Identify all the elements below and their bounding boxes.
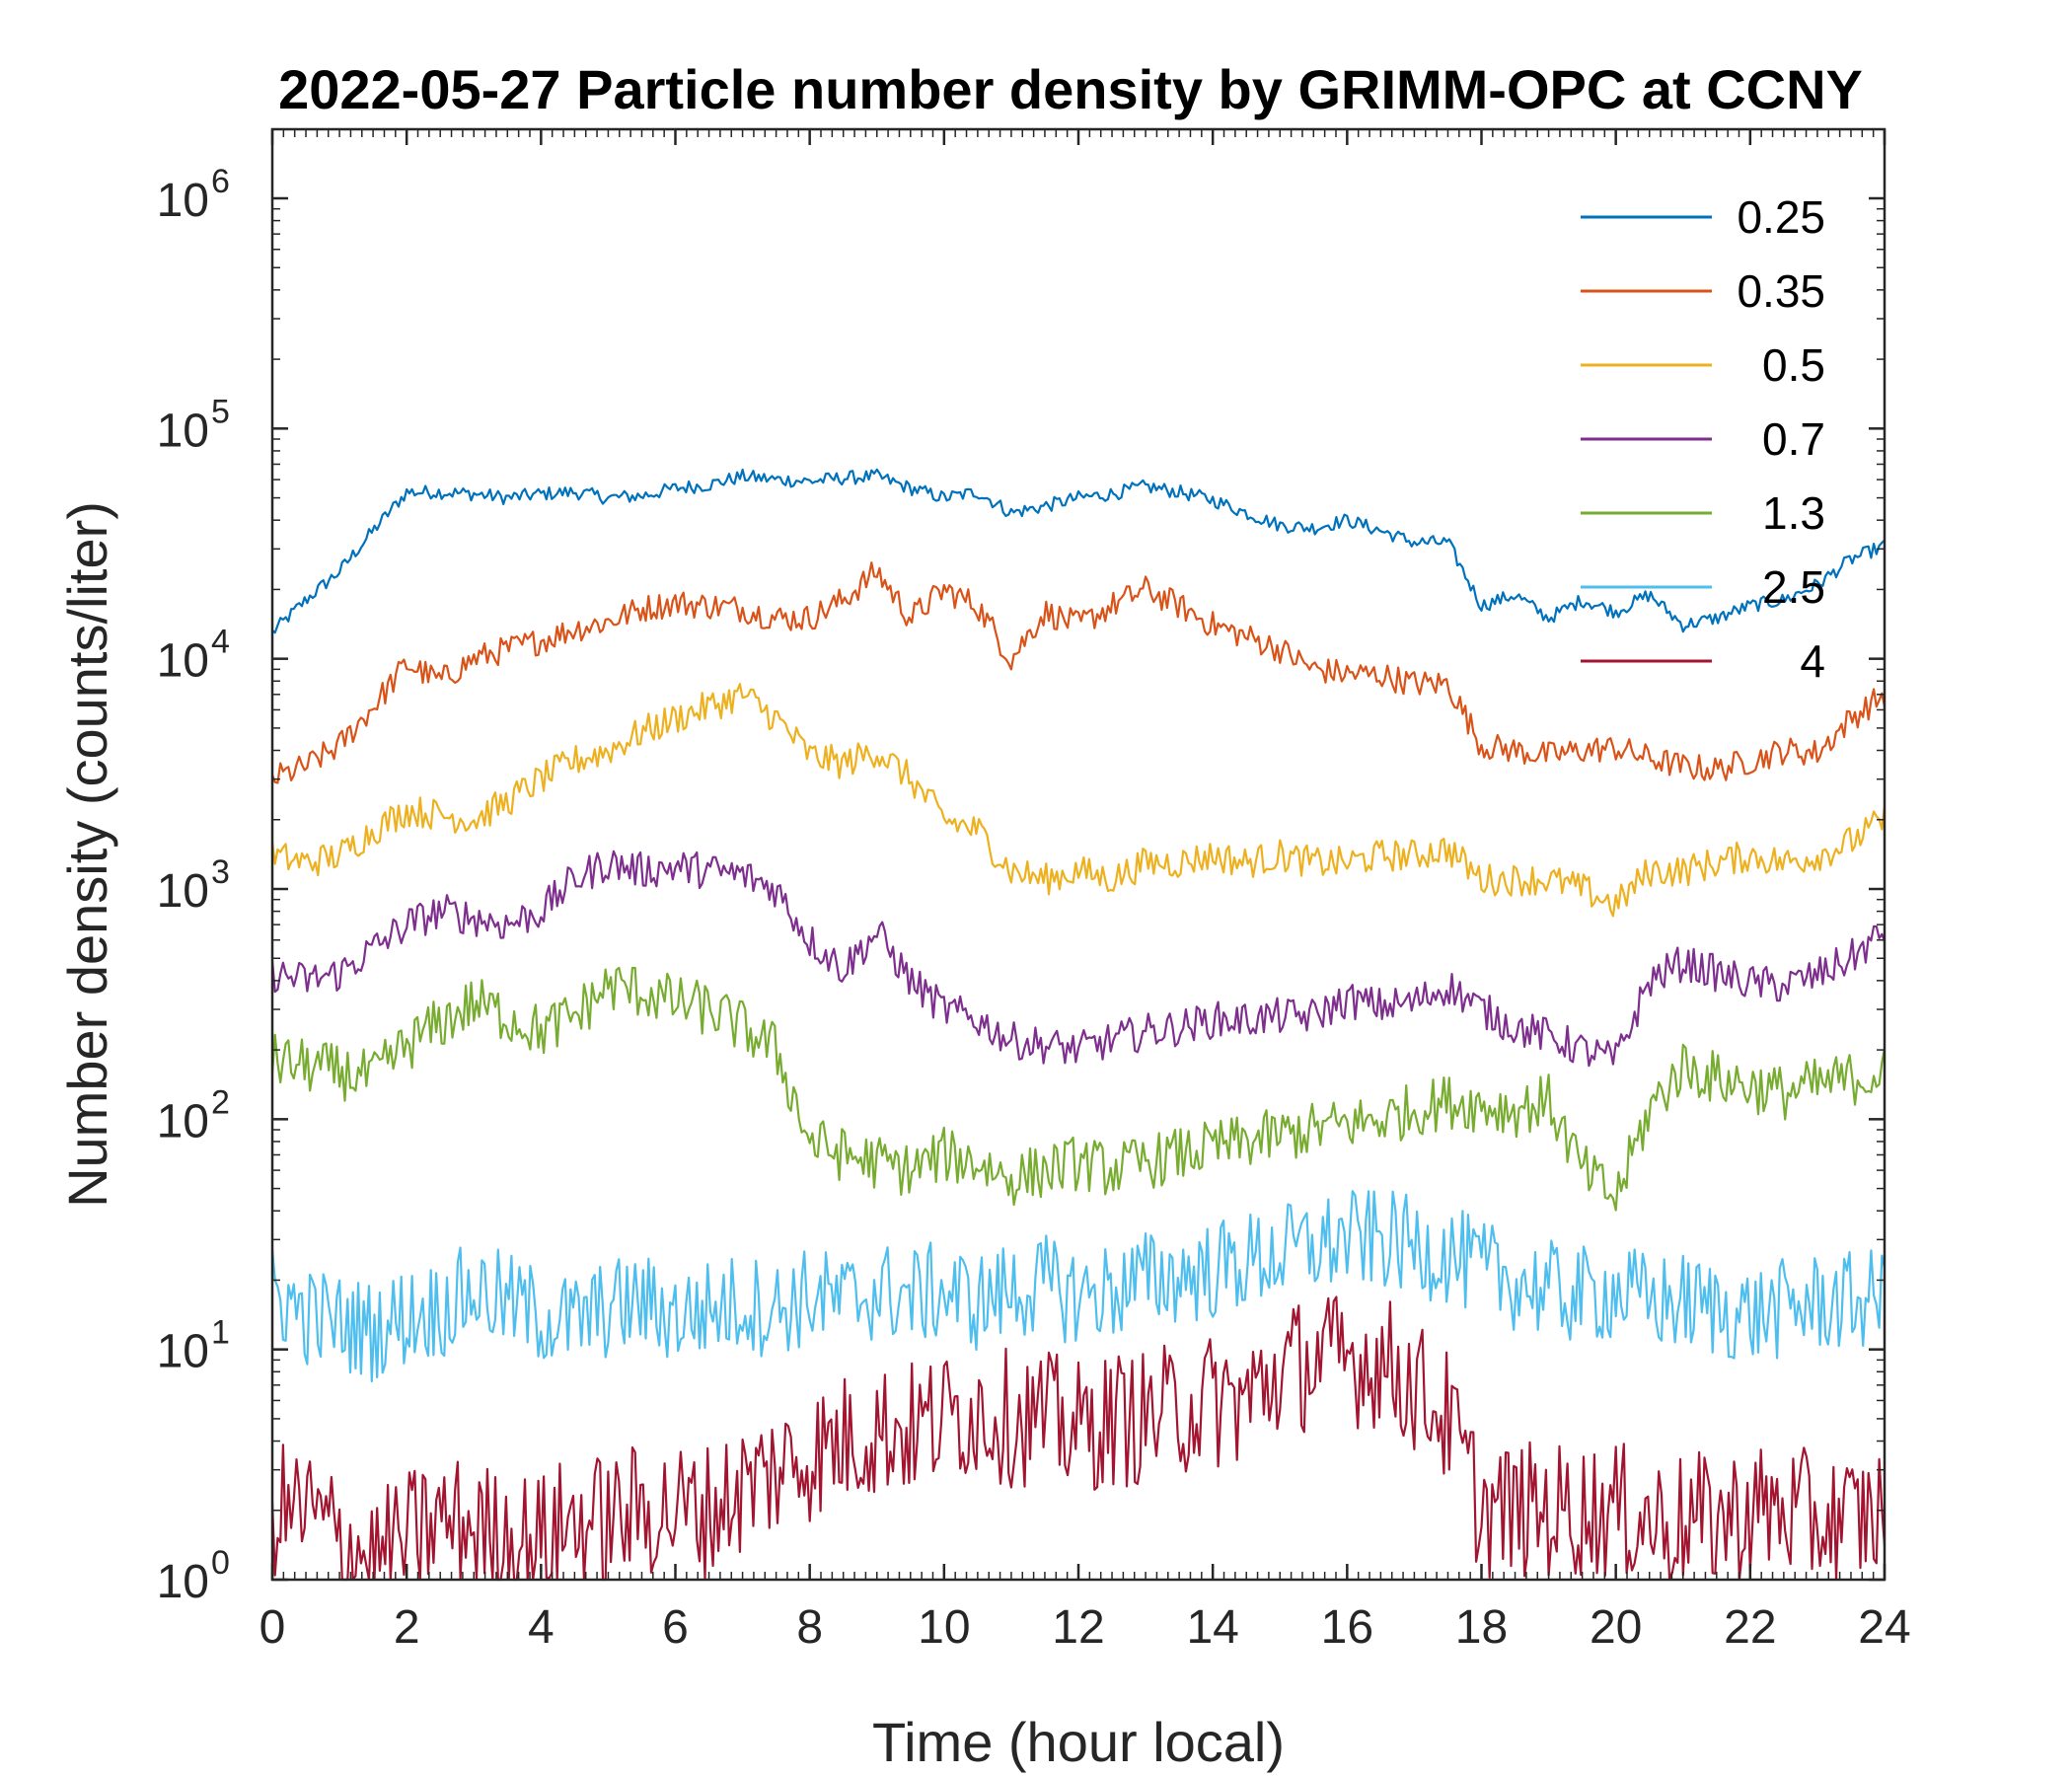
legend-label: 4 xyxy=(1800,635,1825,687)
plot-frame xyxy=(270,127,1887,1582)
y-tick-exponent: 2 xyxy=(211,1083,230,1121)
legend-label: 2.5 xyxy=(1762,561,1825,613)
x-axis-label: Time (hour local) xyxy=(872,1711,1285,1773)
series-line-2-5 xyxy=(270,1190,1887,1383)
x-tick-label: 4 xyxy=(528,1601,555,1654)
x-tick-label: 2 xyxy=(394,1601,420,1654)
y-tick-label: 10 xyxy=(157,865,209,918)
y-tick-exponent: 3 xyxy=(211,853,230,891)
legend: 0.25 0.35 0.5 0.7 1.3 2.5 4 xyxy=(1581,191,1825,687)
plot-area xyxy=(270,127,1887,1582)
series-line-1-3 xyxy=(270,966,1887,1212)
y-tick-label: 10 xyxy=(157,635,209,688)
x-tick-label: 16 xyxy=(1321,1601,1373,1654)
y-tick-exponent: 4 xyxy=(211,624,230,661)
legend-label: 0.7 xyxy=(1762,413,1825,465)
y-tick-label: 10 xyxy=(157,175,209,227)
x-tick-label: 20 xyxy=(1590,1601,1642,1654)
series-line-0-35 xyxy=(270,561,1887,784)
x-tick-label: 12 xyxy=(1052,1601,1104,1654)
legend-label: 1.3 xyxy=(1762,487,1825,539)
series-line-0-25 xyxy=(271,468,1886,634)
series-line-0-7 xyxy=(270,850,1887,1068)
x-tick-label: 24 xyxy=(1858,1601,1910,1654)
x-tick-label: 6 xyxy=(662,1601,689,1654)
legend-label: 0.25 xyxy=(1737,191,1825,243)
series-line-4 xyxy=(270,1295,1887,1582)
y-tick-label: 10 xyxy=(157,1556,209,1608)
x-tick-label: 8 xyxy=(796,1601,823,1654)
x-tick-label: 14 xyxy=(1186,1601,1238,1654)
legend-label: 0.35 xyxy=(1737,265,1825,317)
legend-label: 0.5 xyxy=(1762,339,1825,391)
y-tick-exponent: 6 xyxy=(211,163,230,200)
y-tick-label: 10 xyxy=(157,405,209,457)
x-tick-label: 22 xyxy=(1724,1601,1776,1654)
series-line-0-5 xyxy=(270,683,1887,918)
y-tick-exponent: 1 xyxy=(211,1314,230,1352)
y-tick-exponent: 5 xyxy=(211,393,230,430)
series-layer xyxy=(270,468,1887,1582)
x-tick-label: 10 xyxy=(918,1601,970,1654)
ticks-layer xyxy=(270,129,1887,1582)
chart-title: 2022-05-27 Particle number density by GR… xyxy=(278,58,1863,120)
x-tick-label: 18 xyxy=(1455,1601,1508,1654)
y-axis-label: Number density (counts/liter) xyxy=(56,501,118,1208)
y-tick-exponent: 0 xyxy=(211,1544,230,1582)
y-tick-label: 10 xyxy=(157,1095,209,1147)
x-tick-label: 0 xyxy=(259,1601,286,1654)
y-tick-label: 10 xyxy=(157,1326,209,1378)
